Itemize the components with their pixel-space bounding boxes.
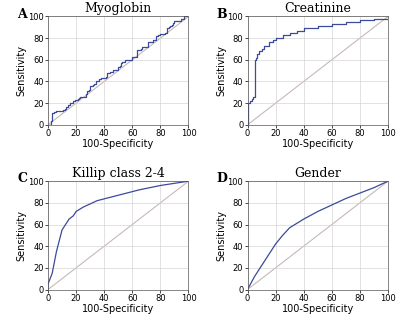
Y-axis label: Sensitivity: Sensitivity <box>17 45 27 96</box>
Title: Myoglobin: Myoglobin <box>85 2 152 15</box>
X-axis label: 100-Specificity: 100-Specificity <box>82 139 154 149</box>
Text: A: A <box>17 8 27 21</box>
Text: C: C <box>17 172 27 186</box>
Y-axis label: Sensitivity: Sensitivity <box>17 210 27 261</box>
X-axis label: 100-Specificity: 100-Specificity <box>282 139 354 149</box>
X-axis label: 100-Specificity: 100-Specificity <box>82 304 154 314</box>
Y-axis label: Sensitivity: Sensitivity <box>216 210 226 261</box>
Title: Killip class 2-4: Killip class 2-4 <box>72 167 165 180</box>
X-axis label: 100-Specificity: 100-Specificity <box>282 304 354 314</box>
Title: Creatinine: Creatinine <box>284 2 351 15</box>
Y-axis label: Sensitivity: Sensitivity <box>216 45 226 96</box>
Text: D: D <box>216 172 228 186</box>
Title: Gender: Gender <box>294 167 341 180</box>
Text: B: B <box>216 8 227 21</box>
